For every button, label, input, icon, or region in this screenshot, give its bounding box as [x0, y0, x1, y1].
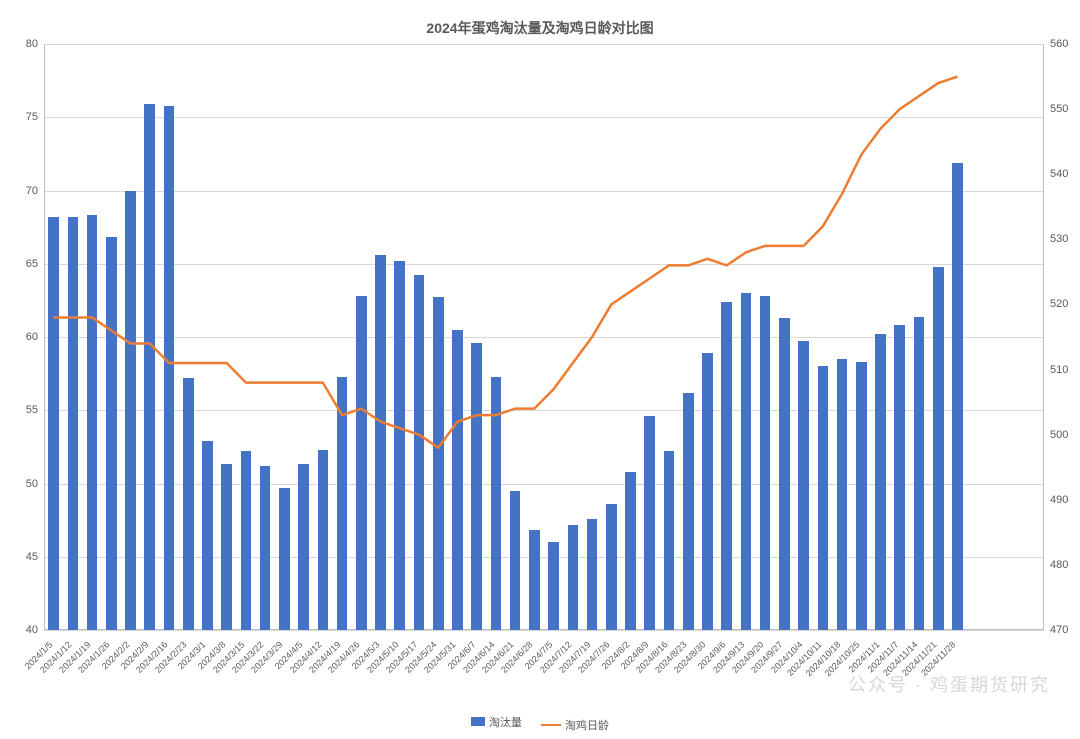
y-right-tick-label: 520 [1050, 298, 1068, 310]
watermark: 公众号 · 鸡蛋期货研究 [848, 671, 1050, 697]
grid-line [44, 630, 1044, 631]
y-left-tick-label: 50 [14, 478, 38, 490]
y-right-tick-label: 480 [1050, 559, 1068, 571]
y-left-tick-label: 70 [14, 185, 38, 197]
y-left-tick-label: 40 [14, 624, 38, 636]
line-layer [44, 44, 1044, 630]
y-left-tick-label: 55 [14, 404, 38, 416]
chart-title: 2024年蛋鸡淘汰量及淘鸡日龄对比图 [0, 18, 1080, 38]
y-right-tick-label: 550 [1050, 103, 1068, 115]
y-right-tick-label: 510 [1050, 364, 1068, 376]
legend-swatch-line [541, 724, 561, 726]
legend-item-bar: 淘汰量 [471, 714, 522, 730]
legend-item-line: 淘鸡日龄 [541, 717, 609, 733]
y-right-tick-label: 470 [1050, 624, 1068, 636]
y-right-tick-label: 560 [1050, 38, 1068, 50]
y-left-tick-label: 75 [14, 111, 38, 123]
legend: 淘汰量 淘鸡日龄 [0, 714, 1080, 734]
y-right-tick-label: 530 [1050, 233, 1068, 245]
y-left-tick-label: 80 [14, 38, 38, 50]
y-left-tick-label: 60 [14, 331, 38, 343]
y-left-tick-label: 45 [14, 551, 38, 563]
legend-swatch-bar [471, 717, 485, 726]
plot-area: 4045505560657075804704804905005105205305… [44, 44, 1044, 630]
legend-bar-label: 淘汰量 [489, 714, 522, 730]
line-series [54, 77, 958, 448]
chart-container: 2024年蛋鸡淘汰量及淘鸡日龄对比图 404550556065707580470… [0, 0, 1080, 739]
y-right-tick-label: 490 [1050, 494, 1068, 506]
y-right-tick-label: 540 [1050, 168, 1068, 180]
y-right-tick-label: 500 [1050, 429, 1068, 441]
legend-line-label: 淘鸡日龄 [565, 717, 609, 733]
y-left-tick-label: 65 [14, 258, 38, 270]
